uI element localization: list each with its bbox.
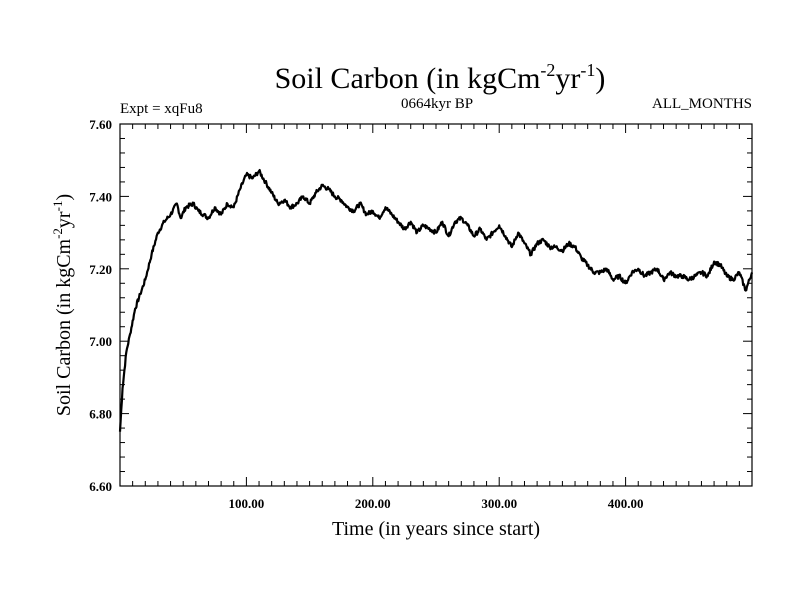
plot-frame xyxy=(119,123,753,487)
y-tick-labels: 6.60 6.80 7.00 7.20 7.40 7.60 xyxy=(89,117,112,494)
x-tick-label: 200.00 xyxy=(355,496,391,511)
months-label: ALL_MONTHS xyxy=(652,96,752,112)
x-tick-label: 300.00 xyxy=(481,496,517,511)
axis-ticks xyxy=(120,124,752,486)
y-axis-label: Soil Carbon (in kgCm-2yr-1) xyxy=(50,194,75,416)
y-tick-label: 6.80 xyxy=(89,407,112,422)
chart-title: Soil Carbon (in kgCm-2yr-1) xyxy=(275,60,606,95)
y-tick-label: 7.40 xyxy=(89,189,112,204)
y-tick-label: 6.60 xyxy=(89,479,112,494)
y-tick-label: 7.60 xyxy=(89,117,112,132)
x-axis-label: Time (in years since start) xyxy=(332,518,540,540)
x-tick-labels: 100.00 200.00 300.00 400.00 xyxy=(229,496,644,511)
period-label: 0664kyr BP xyxy=(401,96,473,112)
y-tick-label: 7.00 xyxy=(89,334,112,349)
x-tick-label: 400.00 xyxy=(608,496,644,511)
expt-label: Expt = xqFu8 xyxy=(120,101,203,117)
x-tick-label: 100.00 xyxy=(229,496,265,511)
series-line-soil-carbon xyxy=(118,168,754,432)
y-tick-label: 7.20 xyxy=(89,262,112,277)
